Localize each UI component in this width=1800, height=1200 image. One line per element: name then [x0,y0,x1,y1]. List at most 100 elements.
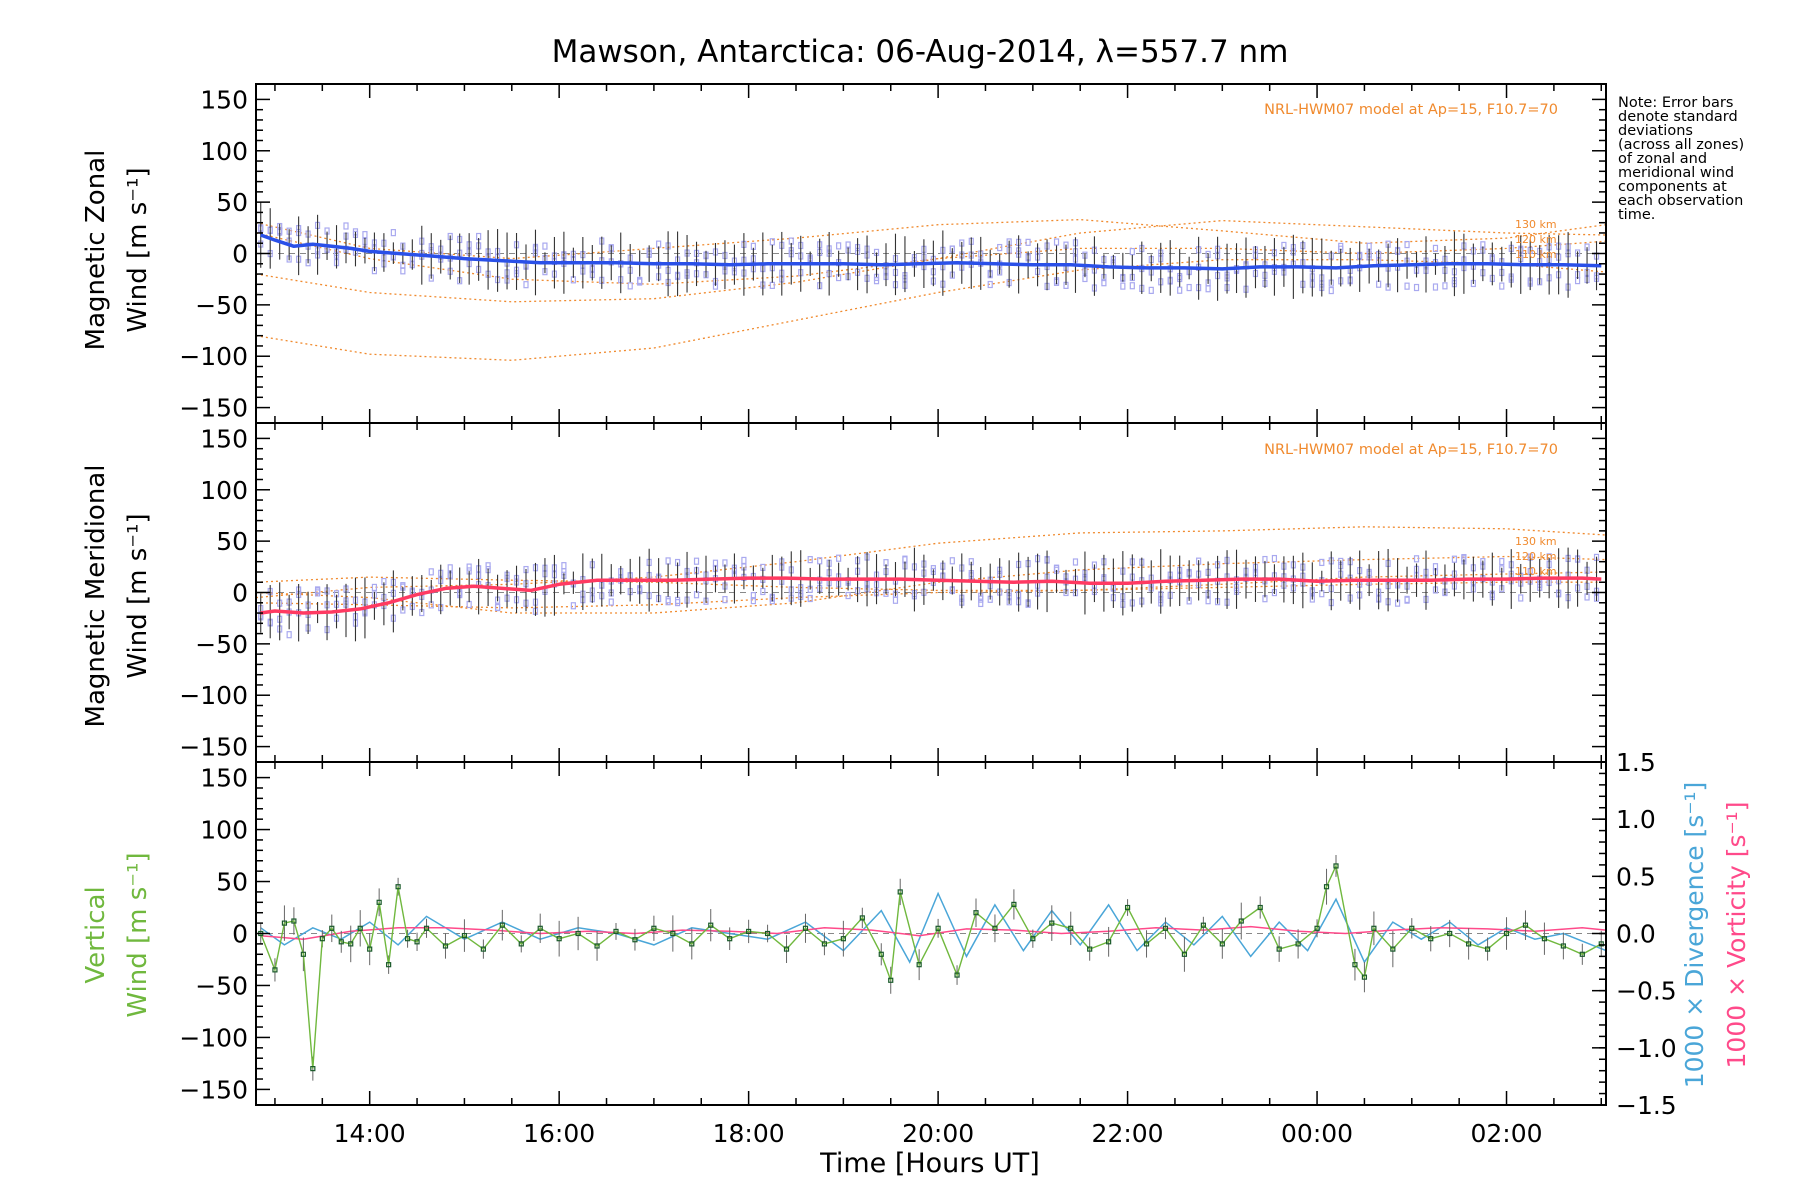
vertical-wind-point [594,943,600,949]
zone-sample-marker [656,240,662,248]
vertical-wind-point [1068,925,1074,931]
zone-sample-marker [1432,244,1439,253]
y-tick-label: 50 [216,527,248,556]
vertical-wind-point [1541,936,1548,942]
vertical-wind-point [1030,936,1036,942]
zone-sample-marker [722,596,728,604]
vertical-wind-point [992,925,998,931]
vertical-wind-point [1428,936,1434,942]
vertical-wind-point [1598,941,1604,947]
zone-sample-marker [1328,286,1334,295]
zone-sample-marker [1376,280,1382,288]
zone-sample-marker [978,599,984,608]
ylabel-line2: Wind [m s⁻¹] [123,513,153,678]
vertical-wind-point [423,925,430,931]
zone-sample-marker [428,568,434,576]
vertical-wind-point [1447,930,1453,937]
altitude-label: 130 km [1515,218,1557,231]
zone-sample-marker [1148,286,1154,294]
vertical-wind-point [783,946,790,952]
zone-sample-marker [997,243,1003,252]
zone-sample-marker [1319,558,1325,567]
zone-sample-marker [836,554,842,562]
error-bar-note: Note: Error bars denote standard deviati… [1618,95,1744,223]
note-line: components at [1618,179,1727,195]
y2-tick-label: 1.0 [1616,805,1656,834]
y-tick-label: 50 [216,868,248,897]
vertical-wind-point [414,939,420,945]
vertical-wind-point [916,962,922,968]
vertical-wind-point [348,941,354,947]
y-tick-label: −100 [179,342,248,371]
zone-sample-marker [1451,555,1458,563]
vertical-wind-point [1238,918,1244,924]
y-tick-label: 0 [232,920,248,949]
vertical-wind-point [357,925,363,931]
vertical-wind-point [281,920,288,926]
vertical-wind-point [878,951,884,957]
y2-tick-label: −0.5 [1616,977,1677,1006]
vertical-wind-point [802,925,809,931]
model-label-meridional: NRL-HWM07 model at Ap=15, F10.7=70 [1264,442,1558,458]
vertical-wind-point [821,941,828,947]
zone-sample-marker [494,603,501,612]
zone-sample-marker [892,596,899,604]
zone-sample-marker [1499,557,1505,566]
zone-sample-marker [750,592,756,600]
zone-sample-marker [1129,282,1135,290]
zone-sample-marker [807,556,813,564]
altitude-label: 110 km [1515,248,1557,261]
vertical-wind-point [973,910,979,916]
vertical-wind-point [272,967,278,973]
model-curve [255,218,1607,260]
divergence-line [260,891,1607,964]
zone-sample-marker [665,596,671,604]
zone-sample-marker [674,598,681,607]
vertical-wind-point [575,930,581,937]
vertical-wind-point [954,972,960,978]
zone-sample-marker [741,556,747,565]
vertical-wind-point [1011,901,1017,907]
vertical-wind-point [670,930,676,937]
mean-wind-line [260,233,1602,271]
model-curve [255,219,1607,303]
y2-tick-label: −1.0 [1616,1034,1677,1063]
altitude-labels-zonal: 130 km 120 km 110 km [1515,218,1557,261]
zone-sample-marker [987,280,993,289]
vertical-wind-point [651,925,657,931]
vertical-wind-point [1503,930,1510,937]
ylabel-vertical: Vertical Wind [m s⁻¹] [81,852,153,1017]
y2label-divergence: 1000 × Divergence [s⁻¹] [1680,782,1709,1089]
ylabel-line1: Magnetic Meridional [81,465,111,728]
note-line: each observation [1618,193,1743,209]
note-line: deviations [1618,123,1693,139]
zone-sample-marker [1053,238,1060,246]
altitude-label: 130 km [1515,535,1557,548]
chart-title: Mawson, Antarctica: 06-Aug-2014, λ=557.7… [552,34,1289,70]
zone-sample-marker [1404,240,1410,249]
zone-sample-marker [665,557,671,565]
model-curve [255,581,1606,609]
zone-sample-marker [400,267,406,275]
vertical-wind-point [1323,884,1330,890]
vertical-wind-point [935,925,941,931]
vertical-wind-point [376,899,382,905]
zone-sample-marker [836,242,842,250]
vertical-wind-point [1162,925,1169,931]
vertical-wind-point [1087,946,1093,952]
vertical-wind-point [1371,925,1377,931]
y-tick-label: 150 [200,424,248,453]
vertical-wind-point [1295,941,1301,947]
altitude-label: 120 km [1515,550,1557,563]
zone-sample-marker [1271,554,1278,563]
vertical-wind-point [1257,904,1263,911]
model-curve [255,571,1607,592]
vertical-wind-point [367,946,373,952]
vertical-wind-point [632,937,638,943]
vertical-wind-point [897,889,903,895]
zone-sample-marker [1404,596,1410,604]
zone-sample-marker [286,631,292,639]
vertical-wind-point [1314,925,1320,931]
zone-sample-marker [1413,555,1420,563]
